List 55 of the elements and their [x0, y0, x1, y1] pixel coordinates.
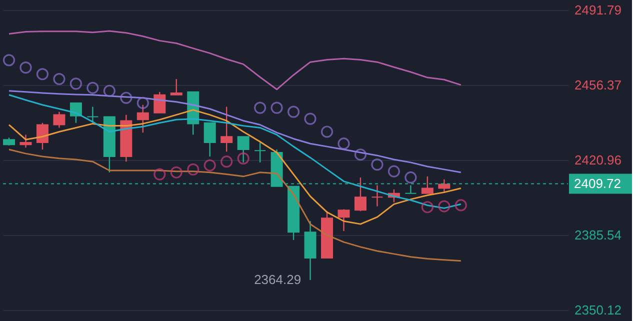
candlestick [371, 184, 384, 207]
point [371, 158, 384, 171]
point [287, 106, 300, 118]
y-tick-label: 2456.37 [574, 78, 622, 93]
line-series [8, 90, 462, 174]
candlestick [86, 106, 99, 124]
point [170, 166, 182, 178]
point [237, 152, 250, 164]
point [254, 102, 266, 114]
y-tick-label: 2350.12 [574, 302, 622, 318]
line-series [8, 109, 462, 225]
y-tick-label: 2491.79 [574, 2, 622, 18]
line-series [8, 148, 462, 262]
point [86, 82, 99, 94]
point [404, 171, 417, 184]
point [338, 138, 350, 150]
candlestick [154, 91, 166, 114]
point [220, 156, 233, 168]
line-series [8, 94, 462, 209]
point [53, 72, 66, 86]
candlestick [338, 208, 350, 232]
point [454, 199, 467, 212]
point [136, 96, 149, 109]
candlestick [20, 134, 32, 148]
point [70, 78, 82, 90]
point [2, 54, 16, 66]
point [270, 102, 283, 114]
point [36, 68, 49, 80]
point [421, 201, 434, 214]
candlestick [220, 106, 233, 152]
point [320, 126, 334, 138]
candlestick [254, 142, 266, 164]
point [120, 92, 132, 104]
point [304, 112, 316, 125]
point [103, 84, 116, 97]
candlestick [53, 111, 66, 128]
candlestick [421, 176, 434, 194]
candlestick [438, 178, 450, 193]
candlestick [354, 176, 366, 212]
point [438, 200, 450, 212]
point [354, 148, 367, 161]
point [20, 62, 32, 74]
line-series [8, 30, 462, 90]
annotation: 2364.29 [254, 272, 302, 287]
y-tick-label: 2385.54 [574, 227, 622, 242]
point [388, 165, 400, 178]
point [187, 163, 200, 176]
candlestick [237, 136, 250, 164]
ref-line-label: 2409.72 [574, 176, 621, 191]
y-tick-label: 2420.96 [574, 152, 622, 168]
point [154, 168, 166, 180]
candlestick [170, 78, 182, 96]
point [204, 159, 216, 172]
candlestick [204, 122, 216, 158]
candlestick [36, 122, 48, 150]
